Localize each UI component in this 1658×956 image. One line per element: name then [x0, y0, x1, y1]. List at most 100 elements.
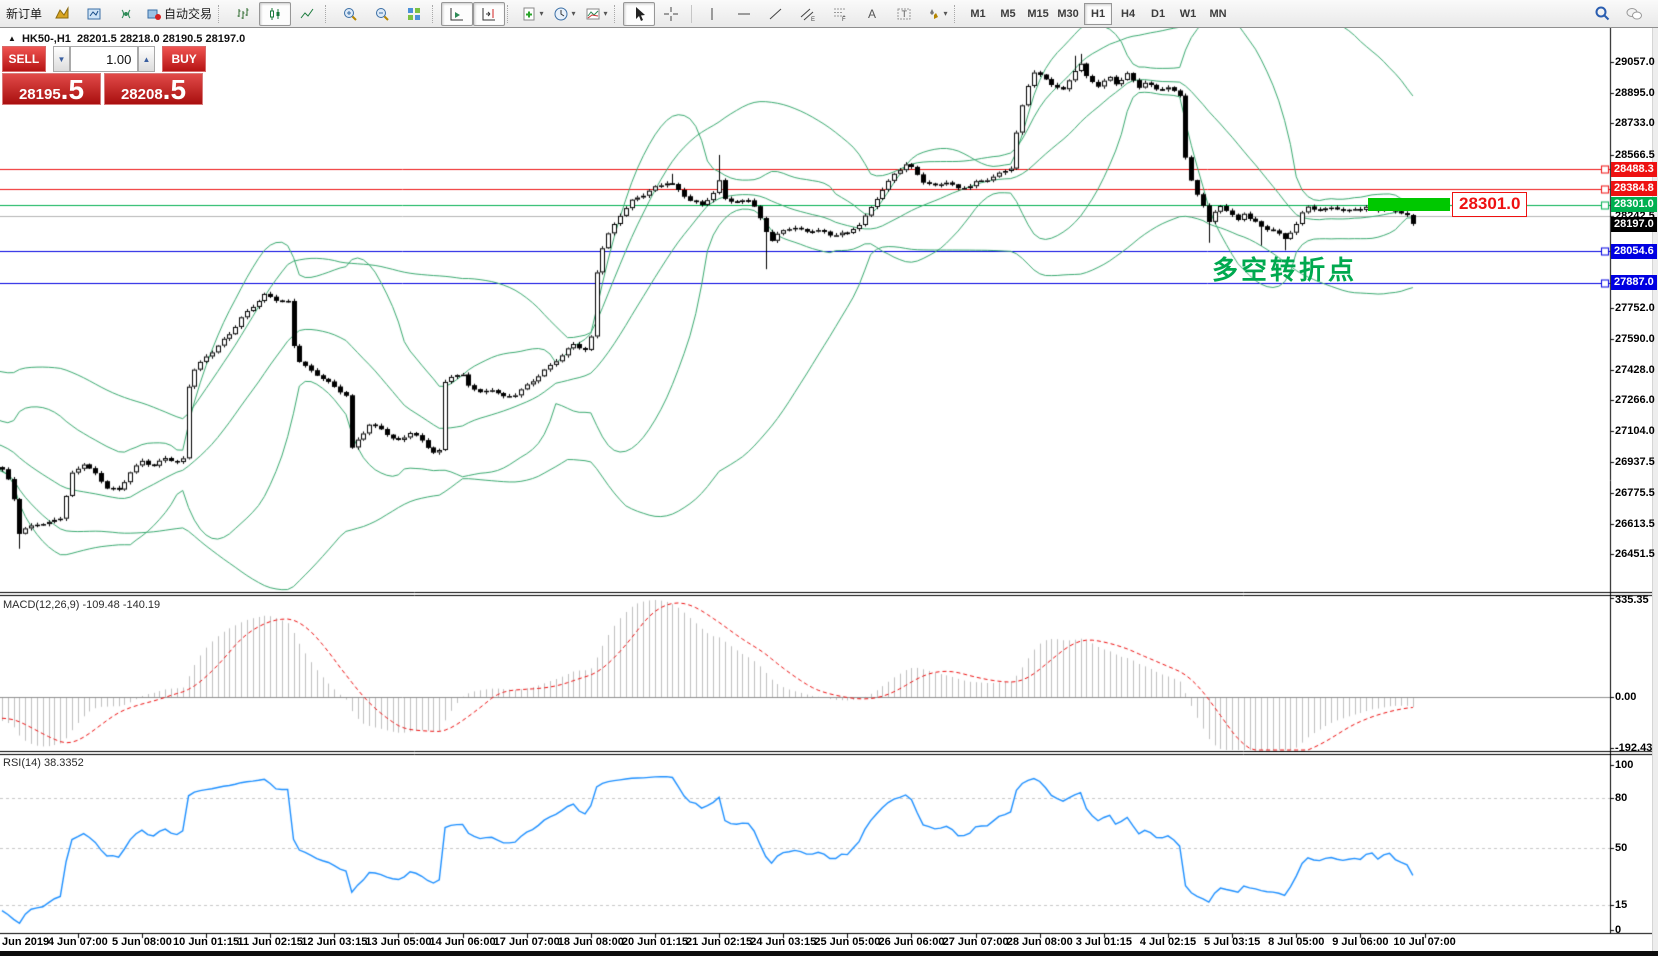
toolbar-grip: [614, 4, 619, 23]
auto-scroll-icon: [449, 6, 465, 22]
fibonacci-icon: F: [832, 6, 848, 22]
timeframe-M1[interactable]: M1: [970, 7, 986, 20]
auto-scroll-button[interactable]: [441, 1, 474, 26]
new-order-label: 新订单: [6, 7, 43, 21]
one-click-trade-panel: SELL ▼ 1.00 ▲ BUY 28195 .5 28208: [2, 46, 207, 105]
sell-button-label: SELL: [8, 52, 40, 66]
zoom-in-button[interactable]: [334, 2, 366, 26]
market-watch-button[interactable]: [78, 2, 110, 26]
timeframe-H4[interactable]: H4: [1121, 7, 1136, 20]
buy-button[interactable]: BUY: [162, 46, 207, 72]
search-icon: [1594, 5, 1611, 22]
horizontal-line-button[interactable]: [728, 2, 760, 26]
charts-profile-button[interactable]: [46, 2, 78, 26]
autotrade-label: 自动交易: [164, 7, 213, 21]
window-edge: [1652, 28, 1658, 951]
volume-input[interactable]: 1.00: [69, 46, 139, 72]
chat-icon: [1625, 6, 1643, 22]
chat-button[interactable]: [1618, 2, 1650, 26]
svg-text:E: E: [811, 17, 815, 22]
timeframe-D1[interactable]: D1: [1151, 7, 1166, 20]
main-toolbar: 新订单 自动交易: [0, 0, 1658, 28]
text-label-button[interactable]: T: [888, 2, 920, 26]
bar-chart-button[interactable]: [227, 2, 259, 26]
line-chart-button[interactable]: [291, 2, 323, 26]
arrows-button[interactable]: ▾: [920, 2, 952, 26]
toolbar-grip: [218, 4, 223, 23]
timeframe-group: M1 M5 M15 M30 H1 H4 D1 W1 MN: [963, 2, 1233, 25]
chart-shift-icon: [481, 6, 497, 22]
search-button[interactable]: [1586, 2, 1618, 26]
equidistant-channel-icon: E: [800, 6, 816, 22]
spin-up-icon: ▲: [142, 54, 151, 64]
vertical-line-button[interactable]: [696, 2, 728, 26]
zoom-out-button[interactable]: [366, 2, 398, 26]
timeframe-MN[interactable]: MN: [1209, 7, 1227, 20]
chart-shift-button[interactable]: [473, 1, 506, 26]
tile-windows-icon: [406, 6, 422, 22]
price-chart-canvas[interactable]: [0, 28, 1658, 956]
text-icon: A: [864, 6, 880, 22]
volume-decrease-button[interactable]: ▼: [53, 46, 70, 72]
trade-controls-row: SELL ▼ 1.00 ▲ BUY: [2, 46, 207, 72]
chart-window: ▲ HK50-,H1 28201.5 28218.0 28190.5 28197…: [0, 28, 1658, 956]
timeframe-M30[interactable]: M30: [1057, 7, 1079, 20]
candlestick-chart-button[interactable]: [259, 1, 292, 26]
zoom-in-icon: [342, 6, 358, 22]
sell-button[interactable]: SELL: [2, 46, 46, 72]
toolbar-separator: [691, 4, 693, 23]
chevron-down-icon: ▾: [539, 9, 544, 18]
signals-icon: [118, 6, 134, 22]
chevron-down-icon: ▾: [943, 9, 948, 18]
fibonacci-button[interactable]: F: [824, 2, 856, 26]
svg-text:A: A: [868, 7, 876, 21]
vertical-line-icon: [704, 6, 720, 22]
market-watch-icon: [86, 6, 102, 22]
signals-button[interactable]: [110, 2, 142, 26]
indicators-icon: [585, 6, 601, 22]
toolbar-grip: [325, 4, 330, 23]
toolbar-right-group: [1586, 2, 1650, 26]
svg-text:T: T: [902, 9, 908, 19]
sell-price-button[interactable]: 28195 .5: [2, 73, 101, 105]
trendline-icon: [768, 6, 784, 22]
cursor-icon: [631, 6, 647, 22]
indicators-button[interactable]: ▾: [580, 2, 612, 26]
timeframe-M5[interactable]: M5: [1000, 7, 1016, 20]
timeframe-W1[interactable]: W1: [1179, 7, 1197, 20]
toolbar-grip: [954, 4, 959, 23]
crosshair-button[interactable]: [655, 2, 687, 26]
timeframe-M15[interactable]: M15: [1027, 7, 1049, 20]
toolbar-grip: [507, 4, 512, 23]
trade-prices-row: 28195 .5 28208 .5: [2, 73, 206, 105]
volume-increase-button[interactable]: ▲: [138, 46, 155, 72]
periods-button[interactable]: ▾: [548, 2, 580, 26]
buy-price-frac: .5: [162, 74, 187, 105]
horizontal-line-icon: [736, 6, 752, 22]
svg-text:F: F: [842, 17, 846, 22]
text-label-icon: T: [896, 6, 912, 22]
trendline-button[interactable]: [760, 2, 792, 26]
equidistant-channel-button[interactable]: E: [792, 2, 824, 26]
toolbar-grip: [432, 4, 437, 23]
tile-windows-button[interactable]: [398, 2, 430, 26]
autotrade-button[interactable]: 自动交易: [142, 2, 216, 26]
zoom-out-icon: [374, 6, 390, 22]
spin-down-icon: ▼: [57, 54, 66, 64]
autotrade-icon: [146, 6, 162, 22]
buy-price-int: 28208: [120, 86, 163, 103]
text-button[interactable]: A: [856, 2, 888, 26]
timeframe-H1[interactable]: H1: [1084, 2, 1113, 25]
buy-price-button[interactable]: 28208 .5: [104, 73, 203, 105]
chevron-down-icon: ▾: [571, 9, 576, 18]
chevron-down-icon: ▾: [603, 9, 608, 18]
new-order-button[interactable]: 新订单: [2, 2, 46, 26]
new-chart-icon: [521, 6, 537, 22]
new-chart-button[interactable]: ▾: [516, 2, 548, 26]
crosshair-icon: [663, 6, 679, 22]
cursor-button[interactable]: [623, 1, 656, 26]
line-chart-icon: [299, 6, 315, 22]
charts-profile-icon: [54, 5, 70, 22]
candlestick-icon: [267, 6, 283, 22]
arrows-icon: [925, 6, 941, 22]
